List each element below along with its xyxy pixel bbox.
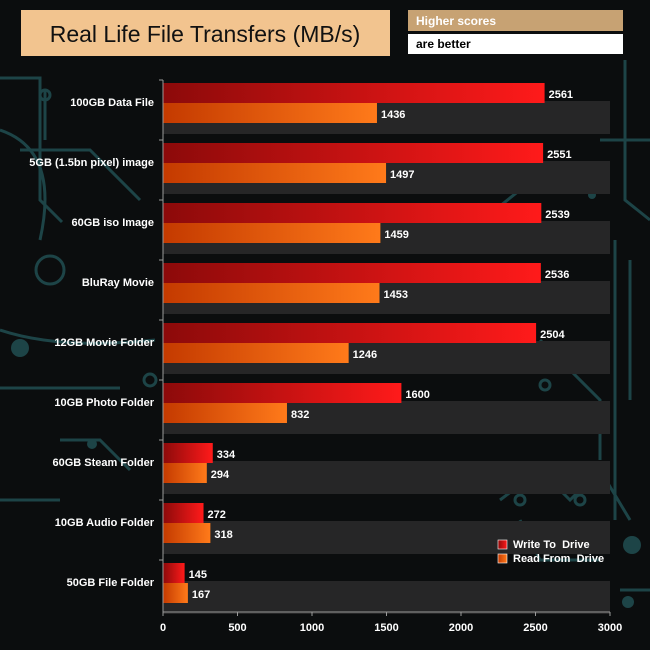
value-label-read: 1453 (383, 289, 407, 301)
value-label-read: 1436 (381, 109, 405, 121)
chart-title: Real Life File Transfers (MB/s) (50, 21, 361, 47)
note-box-bottom (408, 34, 623, 54)
x-tick-label: 2500 (523, 622, 547, 634)
value-label-read: 294 (211, 469, 230, 481)
x-tick-label: 1000 (300, 622, 324, 634)
note-box-top (408, 10, 623, 31)
category-band (163, 581, 610, 614)
bar-read (163, 583, 188, 603)
value-label-write: 2539 (545, 209, 569, 221)
bar-read (163, 103, 377, 123)
category-label: 10GB Audio Folder (55, 517, 155, 529)
category-band (163, 521, 610, 554)
value-label-write: 2504 (540, 329, 565, 341)
x-tick-label: 3000 (598, 622, 622, 634)
category-label: 60GB Steam Folder (53, 457, 155, 469)
bar-read (163, 463, 207, 483)
x-tick-label: 2000 (449, 622, 473, 634)
value-label-write: 145 (189, 569, 207, 581)
bar-write (163, 503, 204, 523)
note-line-2: are better (416, 37, 471, 51)
value-label-write: 272 (208, 509, 226, 521)
bar-read (163, 523, 211, 543)
bar-read (163, 283, 380, 303)
bar-write (163, 563, 185, 583)
value-label-write: 1600 (405, 389, 429, 401)
value-label-write: 2551 (547, 149, 571, 161)
category-label: 5GB (1.5bn pixel) image (29, 157, 154, 169)
value-label-read: 1497 (390, 169, 414, 181)
bar-write (163, 323, 537, 343)
bar-read (163, 403, 287, 423)
value-label-read: 1246 (353, 349, 377, 361)
x-tick-label: 0 (160, 622, 166, 634)
value-label-read: 167 (192, 589, 210, 601)
value-label-read: 1459 (384, 229, 408, 241)
bar-read (163, 223, 381, 243)
bar-write (163, 443, 213, 463)
title-box (21, 10, 390, 56)
bars: 2561 1436 2551 1497 2539 1459 2536 1453 2504 1246… (163, 83, 573, 603)
category-label: 100GB Data File (70, 97, 154, 109)
category-labels: 100GB Data File 5GB (1.5bn pixel) image 60… (29, 97, 154, 589)
value-label-read: 318 (214, 529, 232, 541)
bar-read (163, 343, 349, 363)
bar-write (163, 203, 542, 223)
bar-write (163, 83, 545, 103)
category-label: BluRay Movie (82, 277, 154, 289)
category-label: 60GB iso Image (71, 217, 154, 229)
legend-label-write: Write To Drive (513, 539, 590, 551)
category-band (163, 461, 610, 494)
legend-swatch-read (497, 553, 508, 564)
bar-write (163, 143, 544, 163)
bar-write (163, 383, 402, 403)
legend-swatch-write (497, 539, 508, 550)
category-label: 10GB Photo Folder (54, 397, 154, 409)
x-axis: 0 500 1000 1500 2000 2500 3000 (159, 79, 622, 634)
category-label: 12GB Movie Folder (54, 337, 154, 349)
value-label-write: 334 (217, 449, 236, 461)
x-tick-label: 500 (228, 622, 246, 634)
legend-label-read: Read From Drive (513, 553, 604, 565)
value-label-read: 832 (291, 409, 309, 421)
bar-write (163, 263, 541, 283)
note-line-1: Higher scores (416, 14, 496, 28)
value-label-write: 2536 (545, 269, 569, 281)
bar-read (163, 163, 387, 183)
x-tick-label: 1500 (374, 622, 398, 634)
legend: Write To Drive Read From Drive (497, 539, 604, 565)
category-label: 50GB File Folder (67, 577, 155, 589)
value-label-write: 2561 (549, 89, 573, 101)
